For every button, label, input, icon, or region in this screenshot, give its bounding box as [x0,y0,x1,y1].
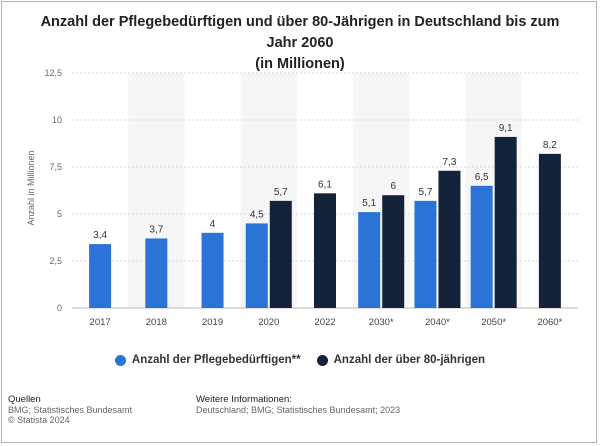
bar [269,200,292,308]
data-label: 3,7 [149,224,163,235]
y-axis-ticks: 0 2,5 5 7,5 10 12,5 [44,68,62,313]
x-tick-label: 2050* [481,317,506,328]
bar [470,185,493,308]
bar [382,195,405,308]
bar [494,136,517,308]
data-label: 9,1 [499,123,513,134]
info-line: Deutschland; BMG; Statistisches Bundesam… [196,405,401,415]
x-tick-label: 2022 [314,317,335,328]
data-labels: 3,4 3,7 4 4,5 5,7 6,1 5,1 6 5,7 7,3 6,5 9,1 8,2 [93,123,557,241]
bar [438,170,461,308]
chart-title-line2: (in Millionen) [255,56,345,72]
data-label: 4,5 [250,209,264,220]
y-tick-label: 7,5 [49,162,62,172]
legend-label-pflegebeduerftige: Anzahl der Pflegebedürftigen** [131,354,301,366]
legend-item-pflegebeduerftige[interactable]: Anzahl der Pflegebedürftigen** [114,354,301,366]
bar [414,200,437,308]
copyright-line: © Statista 2024 [8,415,70,425]
chart-title: Anzahl der Pflegebedürftigen und über 80… [30,12,570,75]
y-axis-label: Anzahl in Millionen [26,150,36,225]
y-tick-label: 0 [57,303,62,313]
y-tick-label: 2,5 [49,256,62,266]
bar [145,238,168,308]
data-label: 5,7 [418,187,432,198]
bar [538,153,561,308]
x-tick-label: 2019 [202,317,223,328]
y-tick-label: 10 [52,115,62,125]
x-tick-label: 2018 [146,317,167,328]
legend-item-ueber-80[interactable]: Anzahl der über 80-jährigen [316,354,486,366]
data-label: 6 [390,181,396,192]
sources-line: BMG; Statistisches Bundesamt [8,405,133,415]
data-label: 5,7 [274,187,288,198]
bar [245,223,268,308]
y-tick-label: 12,5 [44,68,62,78]
data-label: 5,1 [362,198,376,209]
data-label: 6,5 [475,172,489,183]
info-heading: Weitere Informationen: [196,394,292,405]
chart-title-line1: Anzahl der Pflegebedürftigen und über 80… [40,14,560,51]
data-label: 3,4 [93,230,107,241]
x-tick-label: 2060* [537,317,562,328]
y-tick-label: 5 [57,209,62,219]
bar [314,193,336,308]
data-label: 8,2 [543,140,557,151]
bar [201,232,224,308]
legend: Anzahl der Pflegebedürftigen** Anzahl de… [0,354,600,366]
data-label: 4 [210,219,216,230]
bar [89,244,112,308]
legend-swatch-pflegebeduerftige [114,354,126,366]
sources-block: Quellen BMG; Statistisches Bundesamt © S… [8,394,133,426]
data-label: 7,3 [442,157,456,168]
x-axis-ticks: 2017 2018 2019 2020 2022 2030* 2040* 2050* 2060* [90,317,563,328]
info-block: Weitere Informationen: Deutschland; BMG;… [196,394,401,416]
bars [89,136,561,308]
sources-heading: Quellen [8,394,41,405]
x-tick-label: 2040* [425,317,450,328]
legend-label-ueber-80: Anzahl der über 80-jährigen [333,354,486,366]
bar [358,212,381,308]
x-tick-label: 2030* [369,317,394,328]
legend-swatch-ueber-80 [316,354,328,366]
data-label: 6,1 [318,179,332,190]
x-tick-label: 2020 [258,317,279,328]
x-tick-label: 2017 [90,317,111,328]
